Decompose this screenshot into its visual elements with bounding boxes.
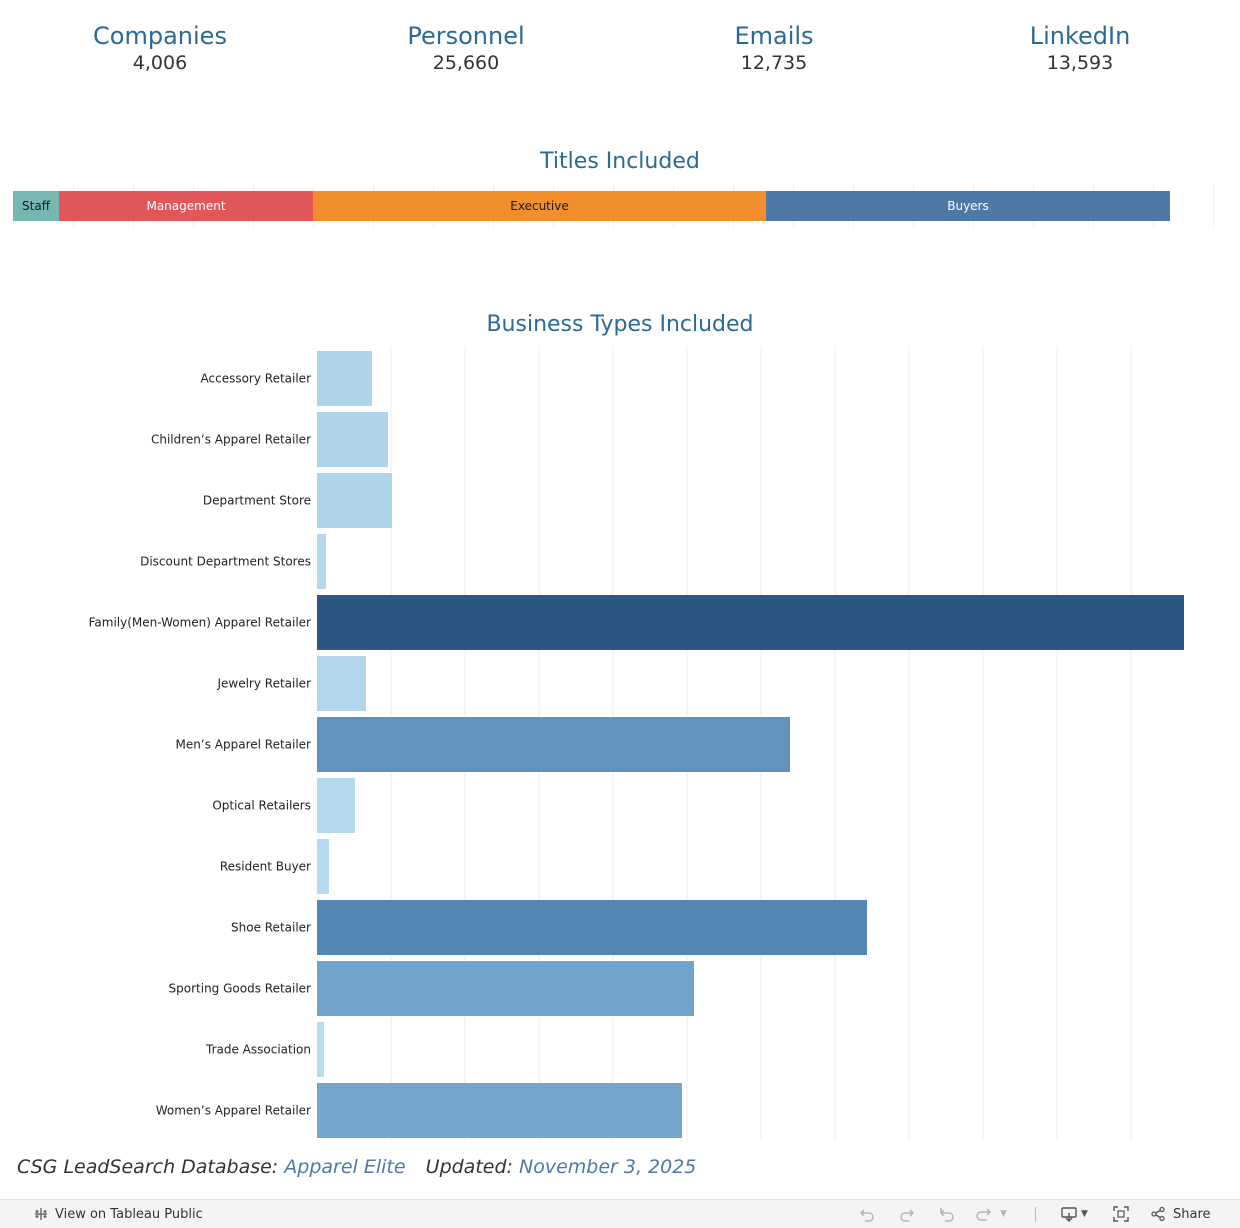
category-label: Family(Men-Women) Apparel Retailer [89,616,311,630]
category-label: Resident Buyer [220,860,311,874]
view-on-tableau-label: View on Tableau Public [55,1206,203,1222]
gridline [1213,185,1214,227]
segment-label: Executive [510,199,569,213]
kpi-value: 13,593 [1046,52,1114,74]
titles-chart-title: Titles Included [540,149,700,174]
kpi-label: Emails [734,22,814,50]
refresh-button[interactable]: ▼ [974,1200,1007,1228]
fullscreen-button[interactable] [1112,1200,1130,1228]
bar-trade-association[interactable] [317,1022,324,1077]
bar-children-s-apparel-retailer[interactable] [317,412,388,467]
kpi-linkedin: LinkedIn 13,593 [960,20,1200,76]
bar-optical-retailers[interactable] [317,778,355,833]
kpi-label: Companies [93,22,227,50]
download-button[interactable]: ▼ [1060,1200,1088,1228]
view-on-tableau-link[interactable]: View on Tableau Public [33,1200,203,1228]
fullscreen-icon [1112,1205,1130,1223]
redo-button[interactable] [898,1200,916,1228]
segment-label: Buyers [947,199,989,213]
kpi-personnel: Personnel 25,660 [346,20,586,76]
kpi-emails: Emails 12,735 [654,20,894,76]
share-button[interactable]: Share [1150,1200,1211,1228]
category-label: Optical Retailers [212,799,311,813]
kpi-label: Personnel [407,22,525,50]
updated-label: Updated: [425,1156,513,1178]
category-label: Jewelry Retailer [216,677,311,691]
title-segment-management[interactable]: Management [59,191,313,221]
chevron-down-icon: ▼ [1000,1209,1007,1219]
category-label: Sporting Goods Retailer [169,982,312,996]
bar-department-store[interactable] [317,473,392,528]
database-label: CSG LeadSearch Database: [17,1156,279,1178]
bar-accessory-retailer[interactable] [317,351,372,406]
bar-men-s-apparel-retailer[interactable] [317,717,790,772]
redo-icon [898,1205,916,1223]
title-segment-buyers[interactable]: Buyers [766,191,1170,221]
bar-sporting-goods-retailer[interactable] [317,961,694,1016]
tableau-toolbar: View on Tableau Public ▼ ▼ [0,1199,1240,1228]
undo-button[interactable] [858,1200,876,1228]
undo-icon [858,1205,876,1223]
category-label: Children’s Apparel Retailer [151,433,311,447]
kpi-header: Companies 4,006 Personnel 25,660 Emails … [0,0,1240,100]
category-label: Shoe Retailer [231,921,311,935]
tableau-logo-icon [33,1206,49,1222]
category-label: Trade Association [205,1043,311,1057]
bar-discount-department-stores[interactable] [317,534,326,589]
category-label: Department Store [203,494,311,508]
database-footer: CSG LeadSearch Database: Apparel Elite U… [17,1156,696,1178]
refresh-icon [974,1205,994,1223]
bar-jewelry-retailer[interactable] [317,656,366,711]
titles-stacked-bar: Staff Management Executive Buyers [13,191,1219,221]
title-segment-executive[interactable]: Executive [313,191,766,221]
kpi-value: 12,735 [740,52,808,74]
chevron-down-icon: ▼ [1081,1209,1088,1219]
kpi-value: 4,006 [132,52,188,74]
share-icon [1150,1206,1166,1222]
business-types-chart: Accessory Retailer Children’s Apparel Ret… [89,346,1184,1141]
share-label: Share [1173,1206,1211,1222]
category-label: Women’s Apparel Retailer [156,1104,311,1118]
bar-resident-buyer[interactable] [317,839,329,894]
category-label: Accessory Retailer [201,372,312,386]
title-segment-staff[interactable]: Staff [13,191,59,221]
segment-label: Staff [22,199,50,213]
bar-shoe-retailer[interactable] [317,900,867,955]
segment-label: Management [146,199,226,213]
toolbar-divider [1035,1207,1036,1222]
business-chart-title: Business Types Included [486,312,754,337]
revert-button[interactable] [938,1200,956,1228]
category-label: Men’s Apparel Retailer [176,738,312,752]
database-name: Apparel Elite [284,1156,406,1178]
category-label: Discount Department Stores [140,555,311,569]
bar-family-men-women-apparel-retailer[interactable] [317,595,1184,650]
updated-date: November 3, 2025 [518,1156,697,1178]
bar-women-s-apparel-retailer[interactable] [317,1083,682,1138]
kpi-label: LinkedIn [1029,22,1131,50]
revert-icon [938,1205,956,1223]
kpi-companies: Companies 4,006 [40,20,280,76]
kpi-value: 25,660 [432,52,500,74]
download-icon [1060,1205,1078,1223]
